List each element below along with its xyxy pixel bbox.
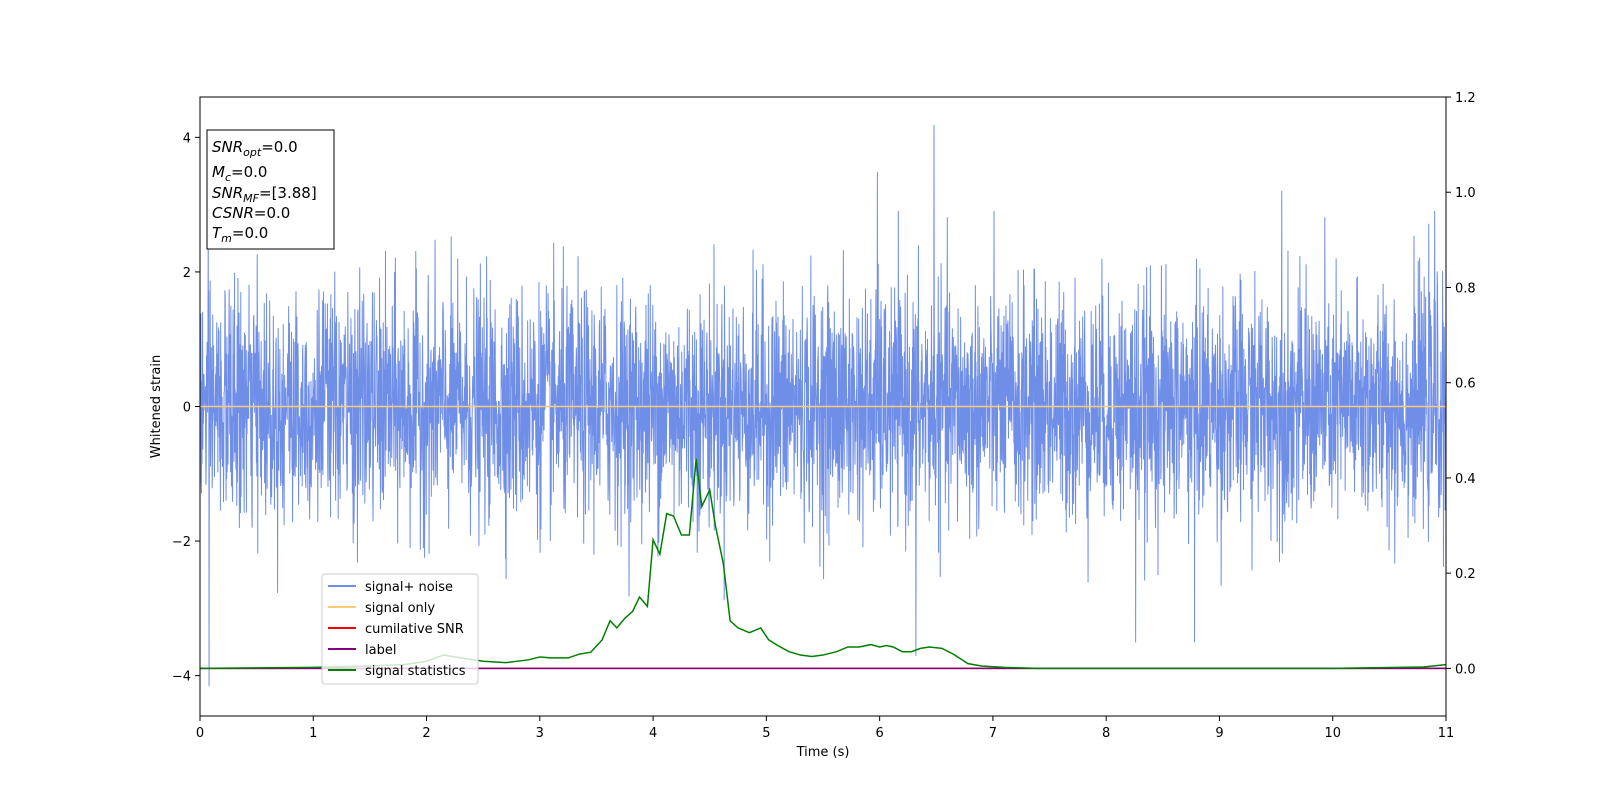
y-axis-label: Whitened strain [149, 355, 164, 458]
info-mc: Mc=0.0 [212, 163, 267, 184]
y-left-tick-label: 0 [183, 401, 191, 416]
legend-label-cumilative-snr: cumilative SNR [365, 622, 464, 637]
legend-frame [321, 573, 479, 685]
x-tick-label: 10 [1324, 726, 1341, 741]
legend-label-signal-noise: signal+ noise [365, 580, 453, 595]
info-box: SNRopt=0.0 Mc=0.0 SNRMF=[3.88] CSNR=0.0 … [206, 129, 335, 250]
x-tick-label: 9 [1215, 726, 1223, 741]
x-tick-label: 11 [1438, 726, 1455, 741]
info-csnr: CSNR=0.0 [212, 204, 290, 222]
legend-label-signal-statistics: signal statistics [365, 664, 466, 679]
y-right-tick-label: 1.0 [1455, 186, 1476, 201]
x-tick-label: 0 [196, 726, 204, 741]
x-tick-label: 4 [649, 726, 657, 741]
info-box-frame [206, 129, 335, 250]
x-tick-label: 5 [762, 726, 770, 741]
info-tm: Tm=0.0 [212, 224, 268, 245]
x-tick-label: 3 [536, 726, 544, 741]
y-left-tick-label: 2 [183, 266, 191, 281]
y-right-tick-label: 0.6 [1455, 377, 1476, 392]
y-left-tick-label: −4 [172, 670, 191, 685]
signal-statistics-line [199, 458, 1447, 670]
y-right-tick-label: 1.2 [1455, 91, 1476, 106]
x-axis-label: Time (s) [796, 745, 850, 760]
x-tick-label: 8 [1102, 726, 1110, 741]
y-right-tick-label: 0.8 [1455, 281, 1476, 296]
signal-noise-series [199, 124, 1447, 687]
x-tick-label: 7 [989, 726, 997, 741]
legend-label-signal-only: signal only [365, 601, 435, 616]
info-snr-mf: SNRMF=[3.88] [212, 184, 317, 205]
x-tick-label: 2 [422, 726, 430, 741]
x-tick-label: 1 [309, 726, 317, 741]
y-right-tick-label: 0.4 [1455, 472, 1476, 487]
legend-label-label: label [365, 643, 396, 658]
y-left-tick-label: −2 [172, 535, 191, 550]
x-tick-label: 6 [875, 726, 883, 741]
y-left-tick-label: 4 [183, 131, 191, 146]
info-snr-opt: SNRopt=0.0 [212, 138, 298, 159]
signal-noise-line [199, 124, 1447, 687]
axis-ticks: 0 1 2 3 4 5 6 7 8 9 10 11 −4 −2 0 2 4 0.0 0.2 0.4 0.6 0.8 1.0 1… [172, 91, 1476, 741]
legend: signal+ noise signal only cumilative SNR la… [321, 573, 479, 685]
y-right-tick-label: 0.2 [1455, 567, 1476, 582]
y-right-tick-label: 0.0 [1455, 662, 1476, 677]
